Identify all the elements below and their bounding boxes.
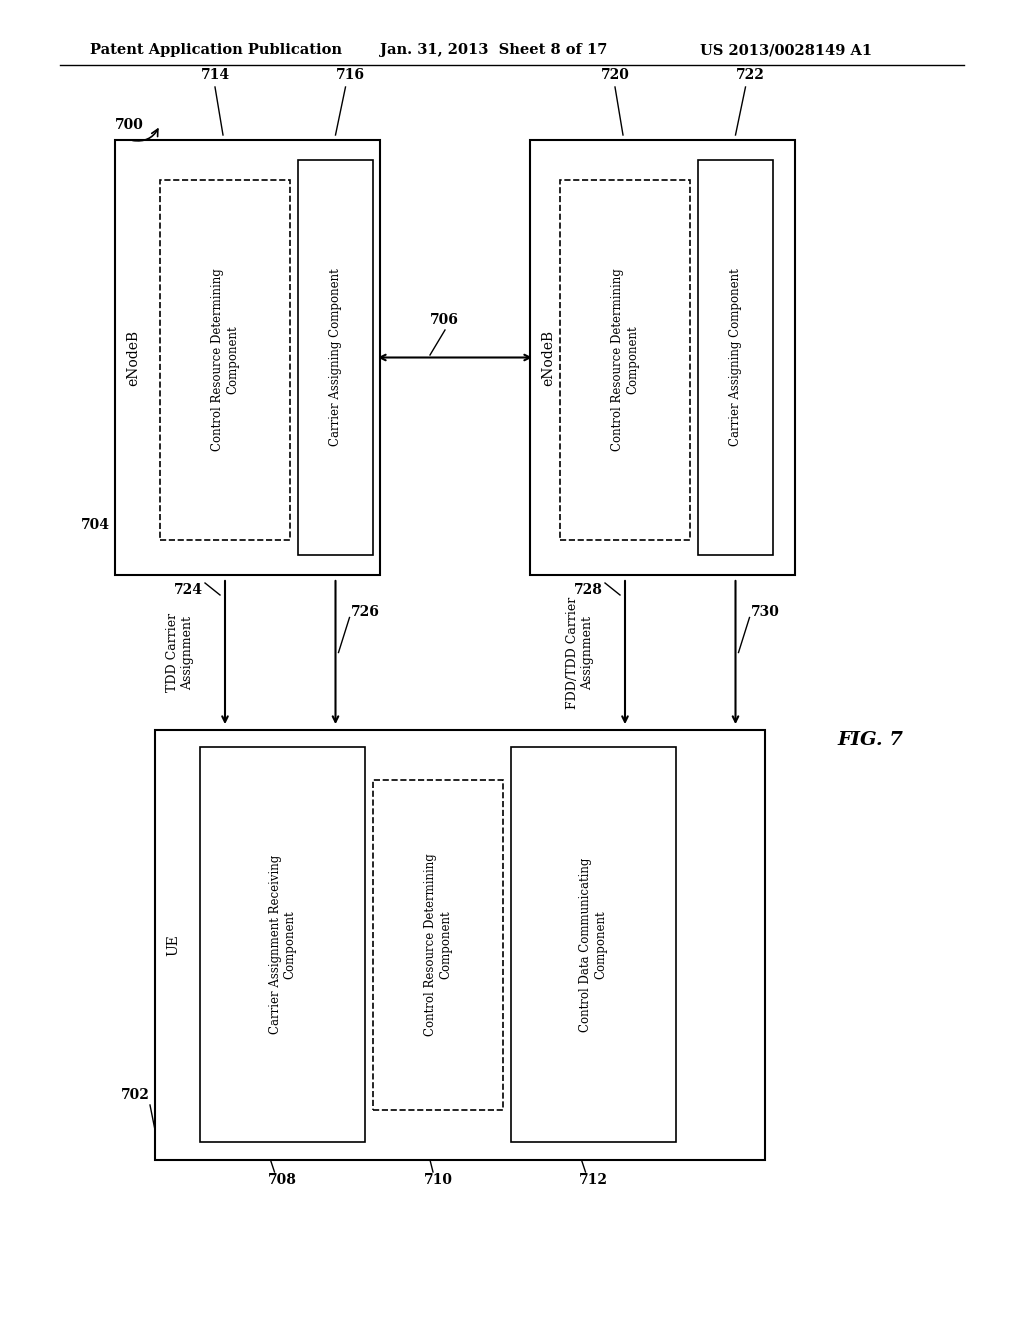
- Text: 704: 704: [81, 517, 110, 532]
- Text: TDD Carrier
Assignment: TDD Carrier Assignment: [166, 612, 194, 692]
- Text: 710: 710: [424, 1173, 453, 1187]
- Text: 702: 702: [121, 1088, 150, 1102]
- Text: 722: 722: [736, 69, 765, 82]
- Text: 726: 726: [350, 606, 379, 619]
- Text: US 2013/0028149 A1: US 2013/0028149 A1: [700, 44, 872, 57]
- Text: eNodeB: eNodeB: [541, 330, 555, 385]
- Bar: [298, 160, 373, 554]
- FancyArrowPatch shape: [133, 129, 158, 141]
- Text: 714: 714: [201, 69, 229, 82]
- Bar: [155, 730, 765, 1160]
- Text: FIG. 7: FIG. 7: [837, 731, 903, 748]
- Text: 728: 728: [574, 583, 603, 597]
- Text: eNodeB: eNodeB: [126, 330, 140, 385]
- Text: 724: 724: [174, 583, 203, 597]
- Text: Carrier Assignment Receiving
Component: Carrier Assignment Receiving Component: [268, 855, 297, 1034]
- Text: Patent Application Publication: Patent Application Publication: [90, 44, 342, 57]
- Text: Control Resource Determining
Component: Control Resource Determining Component: [611, 269, 639, 451]
- Bar: [200, 747, 365, 1142]
- Text: Jan. 31, 2013  Sheet 8 of 17: Jan. 31, 2013 Sheet 8 of 17: [380, 44, 607, 57]
- Bar: [160, 180, 290, 540]
- Text: 706: 706: [430, 313, 459, 327]
- Bar: [530, 140, 795, 576]
- Text: Carrier Assigning Component: Carrier Assigning Component: [329, 269, 342, 446]
- Bar: [115, 140, 380, 576]
- Text: Control Resource Determining
Component: Control Resource Determining Component: [211, 269, 239, 451]
- Text: 708: 708: [268, 1173, 297, 1187]
- Bar: [560, 180, 690, 540]
- Bar: [373, 780, 503, 1110]
- Text: 700: 700: [115, 117, 144, 132]
- Bar: [698, 160, 773, 554]
- Text: Control Resource Determining
Component: Control Resource Determining Component: [424, 854, 452, 1036]
- Text: 712: 712: [579, 1173, 608, 1187]
- Text: 716: 716: [336, 69, 365, 82]
- Text: 730: 730: [751, 606, 779, 619]
- Text: Control Data Communicating
Component: Control Data Communicating Component: [580, 857, 607, 1032]
- Bar: [511, 747, 676, 1142]
- Text: UE: UE: [166, 935, 180, 956]
- Text: Carrier Assigning Component: Carrier Assigning Component: [729, 269, 742, 446]
- Text: FDD/TDD Carrier
Assignment: FDD/TDD Carrier Assignment: [566, 597, 594, 709]
- Text: 720: 720: [600, 69, 630, 82]
